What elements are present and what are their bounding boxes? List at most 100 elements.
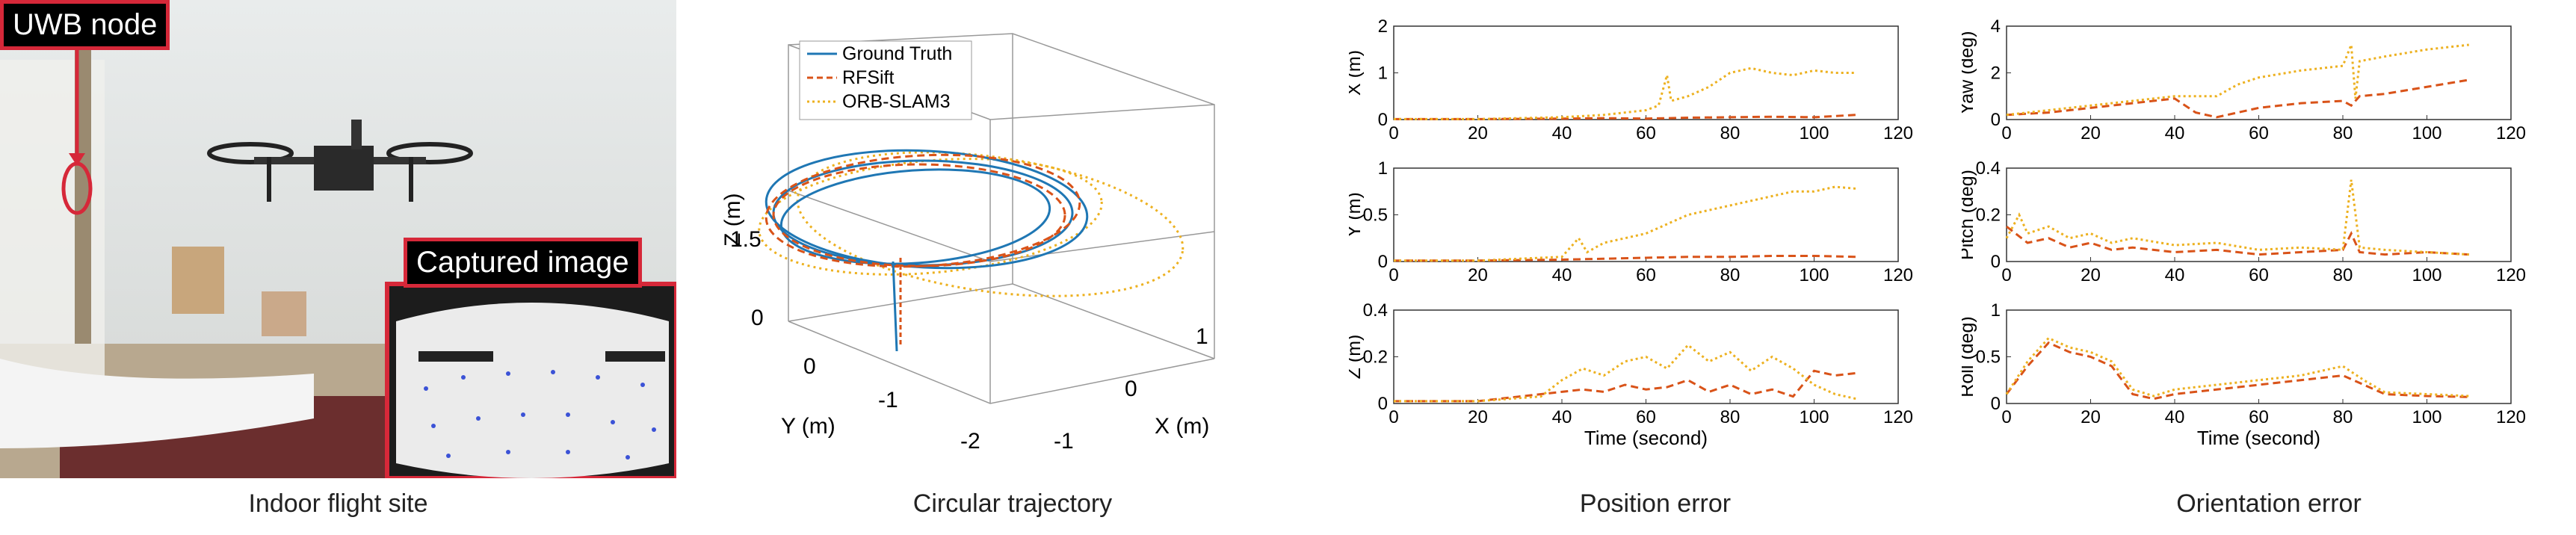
x-tick-label: 100 [1799, 407, 1829, 427]
legend-gt: Ground Truth [842, 43, 952, 64]
x-tick-label: 20 [1468, 265, 1488, 285]
rfsift-trajectory-1 [772, 163, 1066, 268]
series-orb-slam3 [1394, 67, 1856, 120]
x-tick-label: 20 [1468, 407, 1488, 427]
uwb-node-label: UWB node [0, 0, 170, 50]
series-rfsift [2005, 341, 2469, 401]
series-orb-slam3 [1394, 343, 1857, 403]
trajectory-plot: Ground Truth RFSift ORB-SLAM3 Z (m) 0 1.… [720, 33, 1215, 454]
x-tick-label: 0 [2001, 123, 2011, 143]
y-tick-label: 4 [1991, 16, 2001, 37]
y-tick-label: 0.5 [1363, 205, 1388, 226]
x-tick-label: 60 [2249, 407, 2269, 427]
x-tick-label: 0 [2001, 407, 2011, 427]
x-tick-label: 120 [2496, 407, 2526, 427]
position-error-charts: 020406080100120012X (m)02040608010012000… [1344, 16, 1913, 449]
series-orb-slam3 [2005, 336, 2469, 398]
y-tick-label: 0 [1378, 394, 1388, 414]
y-tick-label: 0.4 [1363, 300, 1388, 321]
y-axis-label: Pitch (deg) [1962, 170, 1977, 260]
x-tick-label: 80 [2333, 123, 2353, 143]
x-tick-label: 40 [1552, 265, 1572, 285]
x-tick-label: 80 [1720, 123, 1741, 143]
position-error-panel: 020406080100120012X (m)02040608010012000… [1344, 0, 1962, 535]
orientation-caption: Orientation error [2176, 489, 2362, 518]
x-axis-label: Time (second) [1584, 427, 1708, 449]
x-tick-label: 80 [1720, 265, 1741, 285]
y-tick-label: 0.2 [1976, 205, 2001, 226]
chart-1: 0 20 40 60 80 100 120 0 0.5 1 Y (m) [1344, 158, 1913, 285]
x-tick-label: 120 [1883, 407, 1913, 427]
x-axis-label: Time (second) [2197, 427, 2320, 449]
y-tick-label: 1 [1378, 158, 1388, 179]
y-axis-label: Y (m) [1349, 192, 1365, 238]
x-tick-label: 0 [1389, 407, 1398, 427]
trajectory-panel: Ground Truth RFSift ORB-SLAM3 Z (m) 0 1.… [676, 0, 1349, 535]
z-axis-label: Z (m) [720, 193, 745, 247]
position-caption: Position error [1579, 489, 1732, 518]
chart-3: 0 20 40 60 80 100 120 0 2 4 Yaw (deg) [1956, 16, 2526, 143]
x-tick-label: 20 [2081, 265, 2101, 285]
orb-trajectory-1 [758, 158, 1103, 276]
y-tick-label: 0 [1991, 110, 2001, 130]
x-tick-label: 60 [2249, 123, 2269, 143]
drone [207, 120, 473, 202]
series-orb-slam3 [1394, 185, 1856, 262]
y-tick-label: 0.5 [1976, 347, 2001, 368]
plot-area [2006, 309, 2512, 404]
x-tick-label: 80 [1720, 407, 1741, 427]
y-axis-label: Yaw (deg) [1962, 31, 1977, 114]
x-tick-label: 40 [2165, 265, 2185, 285]
flight-site-caption: Indoor flight site [248, 489, 428, 518]
y-axis-label: X (m) [1349, 50, 1365, 96]
x-tick-label: 100 [2412, 123, 2441, 143]
legend-rfsift: RFSift [842, 67, 895, 88]
y-tick-label: 2 [1378, 16, 1388, 37]
flight-site-photo [0, 0, 679, 480]
plot-area [1393, 25, 1899, 120]
x-tick-label: 60 [1636, 407, 1656, 427]
x-tick-label: 40 [2165, 407, 2185, 427]
x-tick-label: 0 [2001, 265, 2011, 285]
x-tick-label: 120 [2496, 265, 2526, 285]
y-tick-2: -2 [960, 429, 980, 454]
plot-area [1393, 167, 1899, 262]
x-tick-label: 80 [2333, 407, 2353, 427]
gt-trajectory-3 [765, 149, 1089, 270]
y-axis-label: Z (m) [1349, 335, 1365, 380]
orientation-error-panel: 0 20 40 60 80 100 120 0 2 4 Yaw (deg) 0 20 40 60 80 100 1… [1956, 0, 2576, 535]
x-tick-1: 0 [1125, 377, 1137, 401]
x-tick-label: 60 [2249, 265, 2269, 285]
x-tick-label: 100 [2412, 407, 2441, 427]
flight-site-panel: UWB node Captured image Indoor flight si… [0, 0, 679, 535]
x-tick-label: 120 [1883, 123, 1913, 143]
chart-0: 0 20 40 60 80 100 120 0 1 2 X (m) [1344, 16, 1913, 143]
x-tick-label: 20 [1468, 123, 1488, 143]
series-orb-slam3 [2006, 43, 2469, 117]
chart-2: 0 20 40 60 80 100 120 0 0.2 0.4 Z (m) Time (second) [1344, 300, 1913, 449]
y-tick-label: 1 [1991, 300, 2001, 321]
x-axis-label: X (m) [1155, 414, 1209, 439]
x-tick-0: -1 [1054, 429, 1074, 454]
x-tick-label: 20 [2081, 407, 2101, 427]
x-tick-label: 100 [1799, 265, 1829, 285]
y-tick-label: 0.2 [1363, 347, 1388, 368]
x-tick-label: 40 [1552, 407, 1572, 427]
chart-5: 0 20 40 60 80 100 120 0 0.5 1 Roll (deg) Time (seco… [1956, 300, 2526, 449]
x-tick-label: 40 [1552, 123, 1572, 143]
y-axis-label: Y (m) [781, 414, 835, 439]
x-tick-label: 40 [2165, 123, 2185, 143]
rfsift-trajectory-2 [765, 153, 1081, 268]
x-tick-label: 20 [2081, 123, 2101, 143]
y-tick-label: 0 [1378, 110, 1388, 130]
plot-area [2006, 167, 2512, 262]
series-rfsift [2006, 78, 2469, 119]
x-tick-label: 100 [2412, 265, 2441, 285]
legend: Ground Truth RFSift ORB-SLAM3 [799, 40, 972, 120]
x-tick-label: 0 [1389, 123, 1398, 143]
x-tick-2: 1 [1196, 324, 1208, 349]
gt-takeoff [892, 261, 898, 352]
z-tick-1: 1.5 [730, 227, 762, 252]
